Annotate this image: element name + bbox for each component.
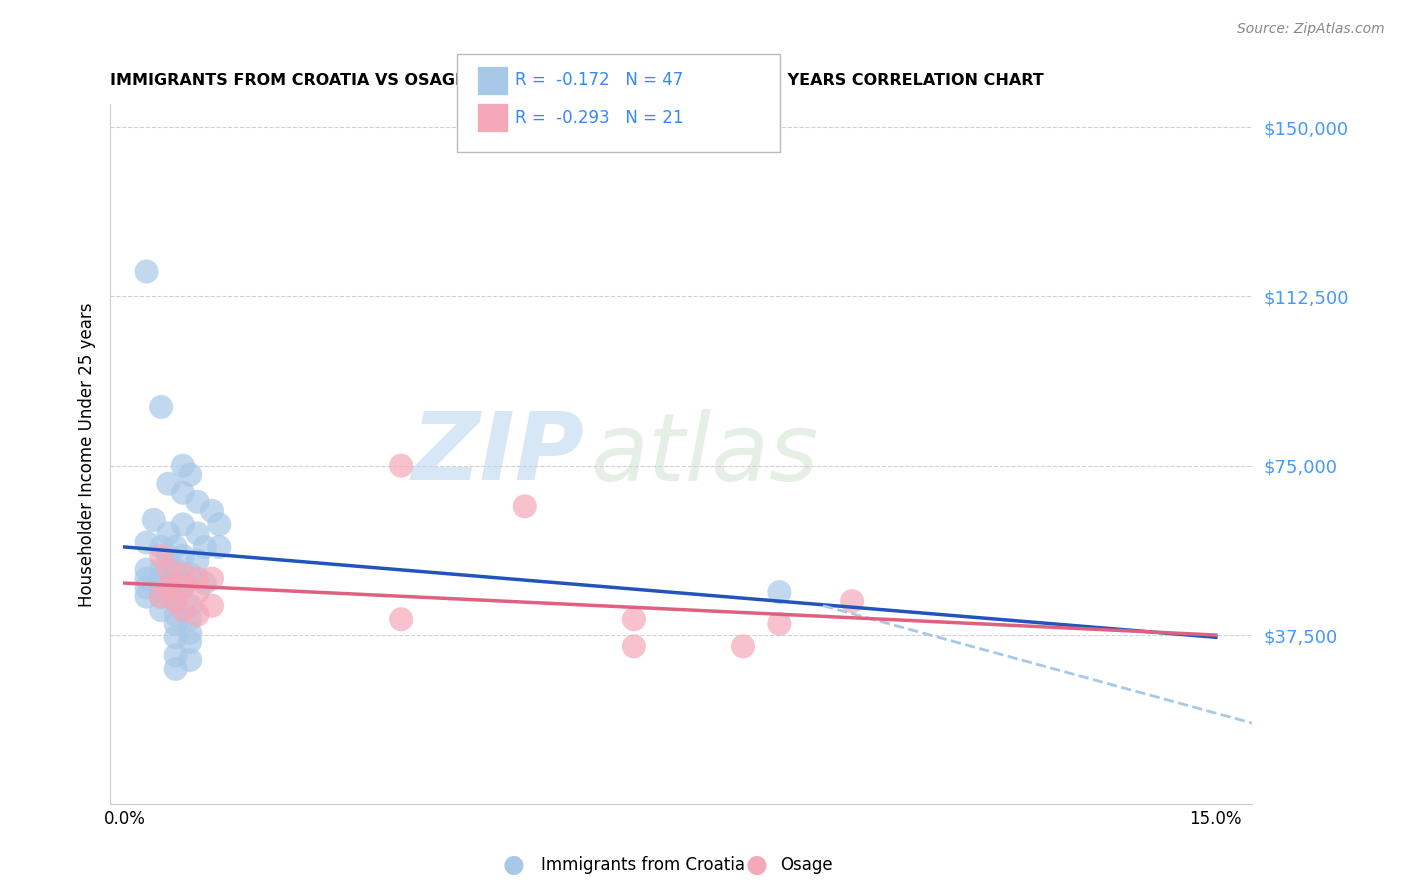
- Point: [389, 612, 412, 626]
- Point: [172, 517, 194, 532]
- Point: [157, 526, 180, 541]
- Point: [179, 567, 201, 582]
- Point: [186, 526, 208, 541]
- Point: [172, 485, 194, 500]
- Point: [150, 590, 173, 604]
- Point: [165, 616, 187, 631]
- Point: [194, 540, 217, 554]
- Point: [201, 572, 224, 586]
- Y-axis label: Householder Income Under 25 years: Householder Income Under 25 years: [79, 302, 96, 607]
- Point: [186, 572, 208, 586]
- Point: [135, 264, 157, 278]
- Point: [172, 576, 194, 591]
- Point: [186, 553, 208, 567]
- Point: [135, 581, 157, 595]
- Point: [142, 513, 165, 527]
- Point: [150, 540, 173, 554]
- Point: [165, 594, 187, 608]
- Point: [165, 630, 187, 644]
- Point: [731, 640, 754, 654]
- Point: [150, 549, 173, 563]
- Point: [841, 594, 863, 608]
- Point: [165, 594, 187, 608]
- Point: [165, 607, 187, 622]
- Text: ZIP: ZIP: [411, 409, 583, 500]
- Point: [186, 495, 208, 509]
- Point: [165, 563, 187, 577]
- Point: [201, 599, 224, 613]
- Text: IMMIGRANTS FROM CROATIA VS OSAGE HOUSEHOLDER INCOME UNDER 25 YEARS CORRELATION C: IMMIGRANTS FROM CROATIA VS OSAGE HOUSEHO…: [110, 73, 1043, 88]
- Point: [157, 476, 180, 491]
- Point: [165, 662, 187, 676]
- Point: [150, 581, 173, 595]
- Point: [186, 607, 208, 622]
- Text: ●: ●: [502, 854, 524, 877]
- Point: [135, 535, 157, 549]
- Point: [135, 572, 157, 586]
- Point: [186, 585, 208, 599]
- Point: [201, 504, 224, 518]
- Point: [135, 590, 157, 604]
- Point: [150, 590, 173, 604]
- Point: [172, 603, 194, 617]
- Point: [179, 612, 201, 626]
- Point: [172, 458, 194, 473]
- Point: [623, 640, 645, 654]
- Point: [150, 563, 173, 577]
- Point: [194, 576, 217, 591]
- Point: [172, 567, 194, 582]
- Point: [157, 549, 180, 563]
- Point: [513, 500, 536, 514]
- Point: [150, 603, 173, 617]
- Point: [165, 540, 187, 554]
- Point: [157, 581, 180, 595]
- Point: [179, 625, 201, 640]
- Point: [208, 517, 231, 532]
- Point: [179, 467, 201, 482]
- Point: [179, 599, 201, 613]
- Point: [165, 585, 187, 599]
- Text: ●: ●: [745, 854, 768, 877]
- Point: [389, 458, 412, 473]
- Point: [768, 616, 790, 631]
- Text: Immigrants from Croatia: Immigrants from Croatia: [541, 856, 745, 874]
- Point: [179, 653, 201, 667]
- Point: [172, 549, 194, 563]
- Point: [150, 400, 173, 414]
- Point: [179, 635, 201, 649]
- Point: [623, 612, 645, 626]
- Text: Osage: Osage: [780, 856, 832, 874]
- Point: [172, 581, 194, 595]
- Point: [157, 563, 180, 577]
- Text: R =  -0.172   N = 47: R = -0.172 N = 47: [515, 71, 683, 89]
- Point: [768, 585, 790, 599]
- Text: R =  -0.293   N = 21: R = -0.293 N = 21: [515, 109, 683, 127]
- Point: [150, 572, 173, 586]
- Text: atlas: atlas: [591, 409, 818, 500]
- Text: Source: ZipAtlas.com: Source: ZipAtlas.com: [1237, 22, 1385, 37]
- Point: [135, 563, 157, 577]
- Point: [208, 540, 231, 554]
- Point: [165, 648, 187, 663]
